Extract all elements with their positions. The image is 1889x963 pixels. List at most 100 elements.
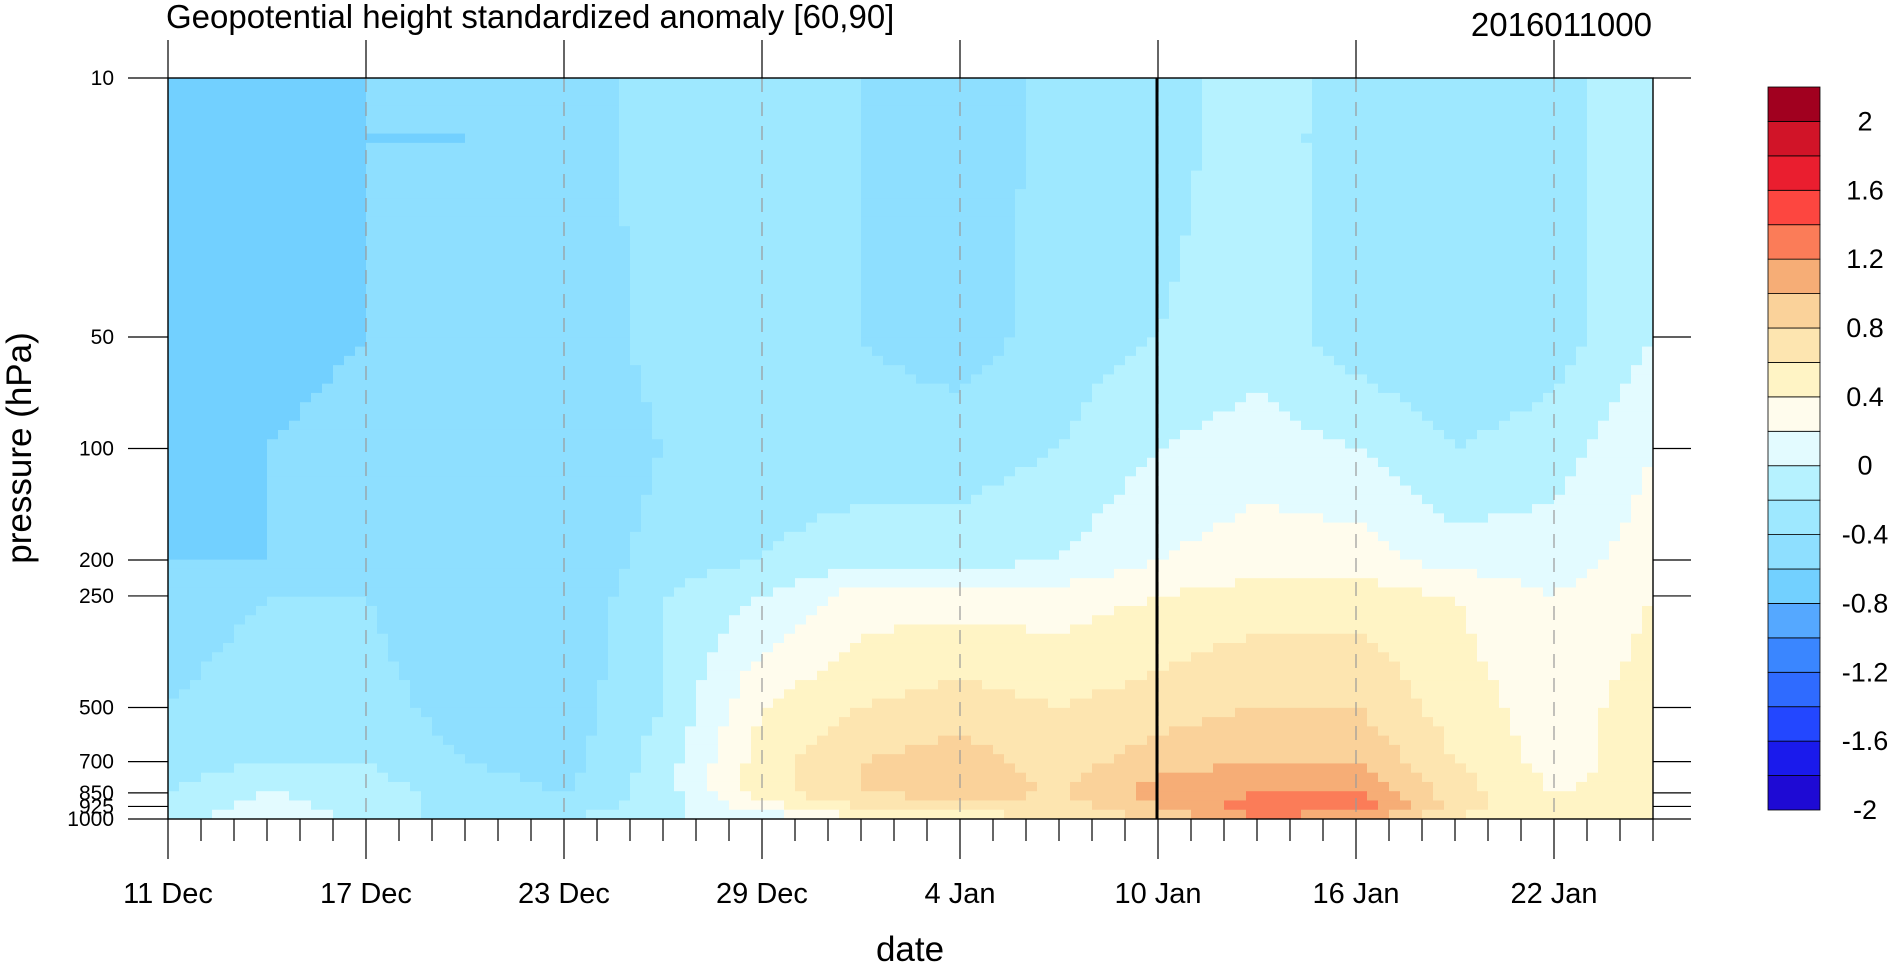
field-cell	[806, 800, 818, 811]
field-cell	[344, 420, 356, 431]
field-cell	[828, 615, 840, 626]
field-cell	[487, 253, 499, 264]
field-cell	[267, 624, 279, 635]
field-cell	[685, 522, 697, 533]
field-cell	[608, 170, 620, 181]
field-cell	[586, 161, 598, 172]
field-cell	[509, 513, 521, 524]
field-cell	[245, 541, 257, 551]
field-cell	[674, 772, 686, 783]
field-cell	[707, 735, 719, 746]
field-cell	[575, 179, 587, 190]
field-cell	[751, 179, 763, 190]
field-cell	[465, 800, 477, 811]
field-cell	[553, 531, 565, 542]
field-cell	[817, 633, 829, 644]
field-cell	[718, 698, 730, 709]
field-cell	[762, 568, 774, 579]
field-cell	[509, 522, 521, 533]
field-cell	[663, 411, 675, 422]
field-cell	[399, 105, 411, 116]
field-cell	[795, 355, 807, 366]
field-cell	[795, 207, 807, 218]
field-cell	[388, 522, 400, 533]
field-cell	[839, 179, 851, 190]
field-cell	[531, 550, 543, 561]
field-cell	[410, 578, 422, 589]
field-cell	[740, 216, 752, 227]
field-cell	[388, 578, 400, 589]
field-cell	[509, 244, 521, 255]
field-cell	[443, 429, 455, 440]
field-cell	[806, 485, 818, 496]
field-cell	[322, 513, 334, 524]
field-cell	[641, 170, 653, 181]
field-cell	[212, 735, 224, 746]
field-cell	[586, 726, 598, 737]
field-cell	[234, 643, 246, 653]
field-cell	[542, 541, 554, 551]
field-cell	[806, 744, 818, 755]
field-cell	[839, 105, 851, 116]
field-cell	[762, 596, 774, 607]
field-cell	[608, 337, 620, 348]
field-cell	[289, 226, 301, 237]
field-cell	[223, 263, 235, 274]
field-cell	[454, 781, 466, 792]
field-cell	[850, 87, 862, 98]
field-cell	[652, 115, 664, 125]
field-cell	[542, 522, 554, 533]
field-cell	[355, 448, 367, 459]
field-cell	[465, 309, 477, 320]
field-cell	[839, 115, 851, 125]
field-cell	[322, 735, 334, 746]
field-cell	[289, 689, 301, 700]
field-cell	[245, 717, 257, 727]
field-cell	[366, 559, 378, 570]
field-cell	[355, 531, 367, 542]
field-cell	[366, 244, 378, 255]
field-cell	[498, 318, 510, 329]
field-cell	[355, 402, 367, 413]
field-cell	[355, 170, 367, 181]
field-cell	[597, 235, 609, 246]
field-cell	[476, 494, 488, 505]
field-cell	[564, 244, 576, 255]
field-cell	[564, 374, 576, 385]
field-cell	[586, 244, 598, 255]
field-cell	[608, 596, 620, 607]
field-cell	[531, 689, 543, 700]
field-cell	[245, 448, 257, 459]
field-cell	[784, 87, 796, 98]
field-cell	[179, 485, 191, 496]
field-cell	[575, 207, 587, 218]
field-cell	[344, 504, 356, 514]
field-cell	[465, 300, 477, 311]
field-cell	[311, 513, 323, 524]
field-cell	[795, 726, 807, 737]
field-cell	[366, 216, 378, 227]
field-cell	[817, 550, 829, 561]
field-cell	[509, 235, 521, 246]
field-cell	[355, 541, 367, 551]
field-cell	[234, 429, 246, 440]
field-cell	[839, 615, 851, 626]
field-cell	[784, 717, 796, 727]
field-cell	[520, 504, 532, 514]
field-cell	[674, 87, 686, 98]
field-cell	[564, 670, 576, 681]
field-cell	[190, 615, 202, 626]
field-cell	[267, 133, 279, 144]
field-cell	[630, 698, 642, 709]
field-cell	[465, 661, 477, 672]
field-cell	[718, 365, 730, 375]
field-cell	[366, 328, 378, 338]
field-cell	[828, 383, 840, 394]
field-cell	[278, 763, 290, 774]
field-cell	[718, 78, 730, 88]
field-cell	[729, 291, 741, 301]
field-cell	[190, 448, 202, 459]
field-cell	[850, 244, 862, 255]
field-cell	[454, 522, 466, 533]
field-cell	[377, 439, 389, 450]
